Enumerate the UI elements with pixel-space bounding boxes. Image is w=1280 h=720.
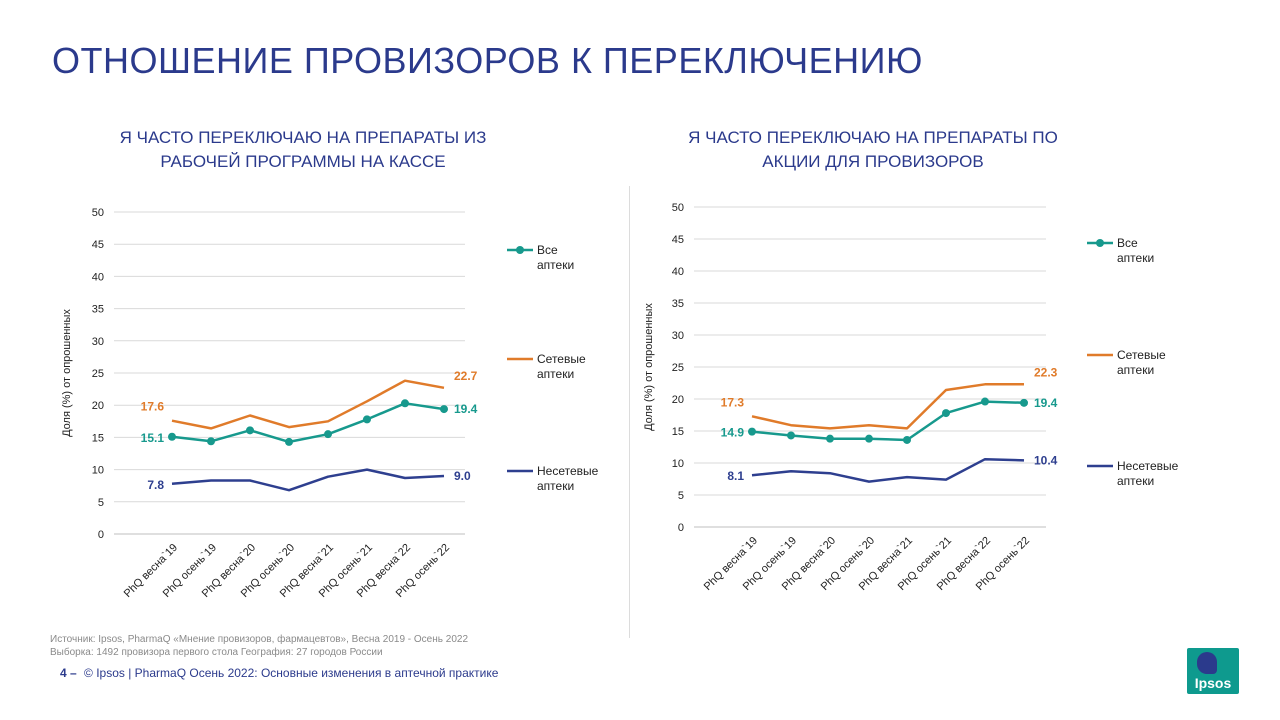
legend-label-line: аптеки xyxy=(1117,474,1154,488)
data-point xyxy=(324,430,332,439)
legend-label-line: Несетевые xyxy=(537,464,599,478)
y-tick-label: 30 xyxy=(92,336,104,348)
chart-1-title: Я ЧАСТО ПЕРЕКЛЮЧАЮ НА ПРЕПАРАТЫ ИЗ РАБОЧ… xyxy=(80,126,526,174)
legend-label: Все аптеки xyxy=(1117,236,1154,265)
legend-marker xyxy=(516,246,524,254)
chart-2-title-line-2: АКЦИИ ДЛЯ ПРОВИЗОРОВ xyxy=(762,152,984,171)
chart-2-title-line-1: Я ЧАСТО ПЕРЕКЛЮЧАЮ НА ПРЕПАРАТЫ ПО xyxy=(688,128,1058,147)
legend-label-line: аптеки xyxy=(537,367,574,381)
legend-label: Сетевые аптеки xyxy=(537,352,586,381)
data-label: 17.3 xyxy=(721,395,745,409)
data-point xyxy=(168,432,176,441)
y-tick-label: 15 xyxy=(92,432,104,444)
data-point xyxy=(903,435,911,444)
y-tick-label: 35 xyxy=(672,298,684,310)
series-line xyxy=(751,457,1025,483)
data-point xyxy=(826,434,834,443)
footer: 4 – © Ipsos | PharmaQ Осень 2022: Основн… xyxy=(60,666,498,680)
chart-2: 0 5 10 15 20 25 30 35 40 45 50 Доля (%) от опрошенн… xyxy=(643,202,1179,593)
y-axis-label: Доля (%) от опрошенных xyxy=(643,303,655,431)
legend-label-line: Все xyxy=(537,243,558,257)
data-point xyxy=(865,434,873,443)
y-tick-label: 25 xyxy=(92,368,104,380)
data-point xyxy=(363,415,371,424)
data-label: 17.6 xyxy=(141,400,165,414)
y-axis-label: Доля (%) от опрошенных xyxy=(61,309,73,437)
y-tick-label: 40 xyxy=(92,271,104,283)
source-line-2: Выборка: 1492 провизора первого стола Ге… xyxy=(50,647,383,658)
y-tick-label: 5 xyxy=(98,497,104,509)
y-tick-label: 50 xyxy=(672,202,684,214)
legend-label-line: Сетевые xyxy=(1117,348,1166,362)
y-tick-label: 0 xyxy=(678,522,684,534)
y-tick-label: 15 xyxy=(672,426,684,438)
series-line xyxy=(171,468,445,492)
data-label: 10.4 xyxy=(1034,453,1058,467)
page-number: 4 – xyxy=(60,666,77,680)
legend-label-line: аптеки xyxy=(537,258,574,272)
y-tick-label: 20 xyxy=(672,394,684,406)
data-label: 7.8 xyxy=(147,478,164,492)
legend-label-line: аптеки xyxy=(537,479,574,493)
series-line xyxy=(751,400,1025,442)
legend-label: Все аптеки xyxy=(537,243,574,272)
ipsos-logo: Ipsos xyxy=(1187,648,1239,694)
chart-1-title-line-2: РАБОЧЕЙ ПРОГРАММЫ НА КАССЕ xyxy=(160,152,446,171)
legend-label-line: аптеки xyxy=(1117,363,1154,377)
y-tick-label: 30 xyxy=(672,330,684,342)
data-label: 22.3 xyxy=(1034,365,1058,379)
data-label: 9.0 xyxy=(454,469,471,483)
y-tick-label: 20 xyxy=(92,400,104,412)
data-label: 15.1 xyxy=(141,431,165,445)
data-point xyxy=(1020,398,1028,407)
legend-label: Несетевые аптеки xyxy=(1117,459,1179,488)
data-point xyxy=(942,409,950,418)
y-tick-label: 25 xyxy=(672,362,684,374)
source-line-1: Источник: Ipsos, PharmaQ «Мнение провизо… xyxy=(50,634,469,645)
y-tick-label: 45 xyxy=(92,239,104,251)
chart-2-title: Я ЧАСТО ПЕРЕКЛЮЧАЮ НА ПРЕПАРАТЫ ПО АКЦИИ… xyxy=(650,126,1096,174)
legend-label-line: аптеки xyxy=(1117,251,1154,265)
y-tick-label: 10 xyxy=(92,465,104,477)
data-point xyxy=(207,437,215,446)
data-label: 8.1 xyxy=(727,469,744,483)
data-label: 19.4 xyxy=(454,402,478,416)
logo-mark-icon xyxy=(1197,652,1217,674)
data-label: 19.4 xyxy=(1034,396,1058,410)
footer-text: © Ipsos | PharmaQ Осень 2022: Основные и… xyxy=(84,666,499,680)
data-point xyxy=(440,405,448,414)
data-point xyxy=(401,399,409,408)
chart-divider xyxy=(629,186,630,638)
page-title: ОТНОШЕНИЕ ПРОВИЗОРОВ К ПЕРЕКЛЮЧЕНИЮ xyxy=(52,40,923,81)
chart-1: 0 5 10 15 20 25 30 35 40 45 50 Доля (%) от опрошенн… xyxy=(61,207,599,600)
series-line xyxy=(171,402,445,444)
y-tick-label: 10 xyxy=(672,458,684,470)
legend-label: Несетевые аптеки xyxy=(537,464,599,493)
data-point xyxy=(787,431,795,440)
data-point xyxy=(748,427,756,436)
legend-label: Сетевые аптеки xyxy=(1117,348,1166,377)
legend-label-line: Несетевые xyxy=(1117,459,1179,473)
legend-marker xyxy=(1096,239,1104,247)
y-tick-label: 35 xyxy=(92,304,104,316)
series-line xyxy=(171,379,445,430)
data-label: 14.9 xyxy=(721,426,745,440)
logo-text: Ipsos xyxy=(1194,675,1232,691)
data-point xyxy=(246,426,254,435)
y-tick-label: 5 xyxy=(678,490,684,502)
legend-label-line: Сетевые xyxy=(537,352,586,366)
y-tick-label: 50 xyxy=(92,207,104,219)
series-line xyxy=(751,383,1024,430)
legend-label-line: Все xyxy=(1117,236,1138,250)
data-point xyxy=(981,397,989,406)
y-tick-label: 0 xyxy=(98,529,104,541)
data-point xyxy=(285,437,293,446)
y-tick-label: 40 xyxy=(672,266,684,278)
data-label: 22.7 xyxy=(454,369,478,383)
y-tick-label: 45 xyxy=(672,234,684,246)
chart-1-title-line-1: Я ЧАСТО ПЕРЕКЛЮЧАЮ НА ПРЕПАРАТЫ ИЗ xyxy=(119,128,487,147)
source-note: Источник: Ipsos, PharmaQ «Мнение провизо… xyxy=(50,633,468,659)
